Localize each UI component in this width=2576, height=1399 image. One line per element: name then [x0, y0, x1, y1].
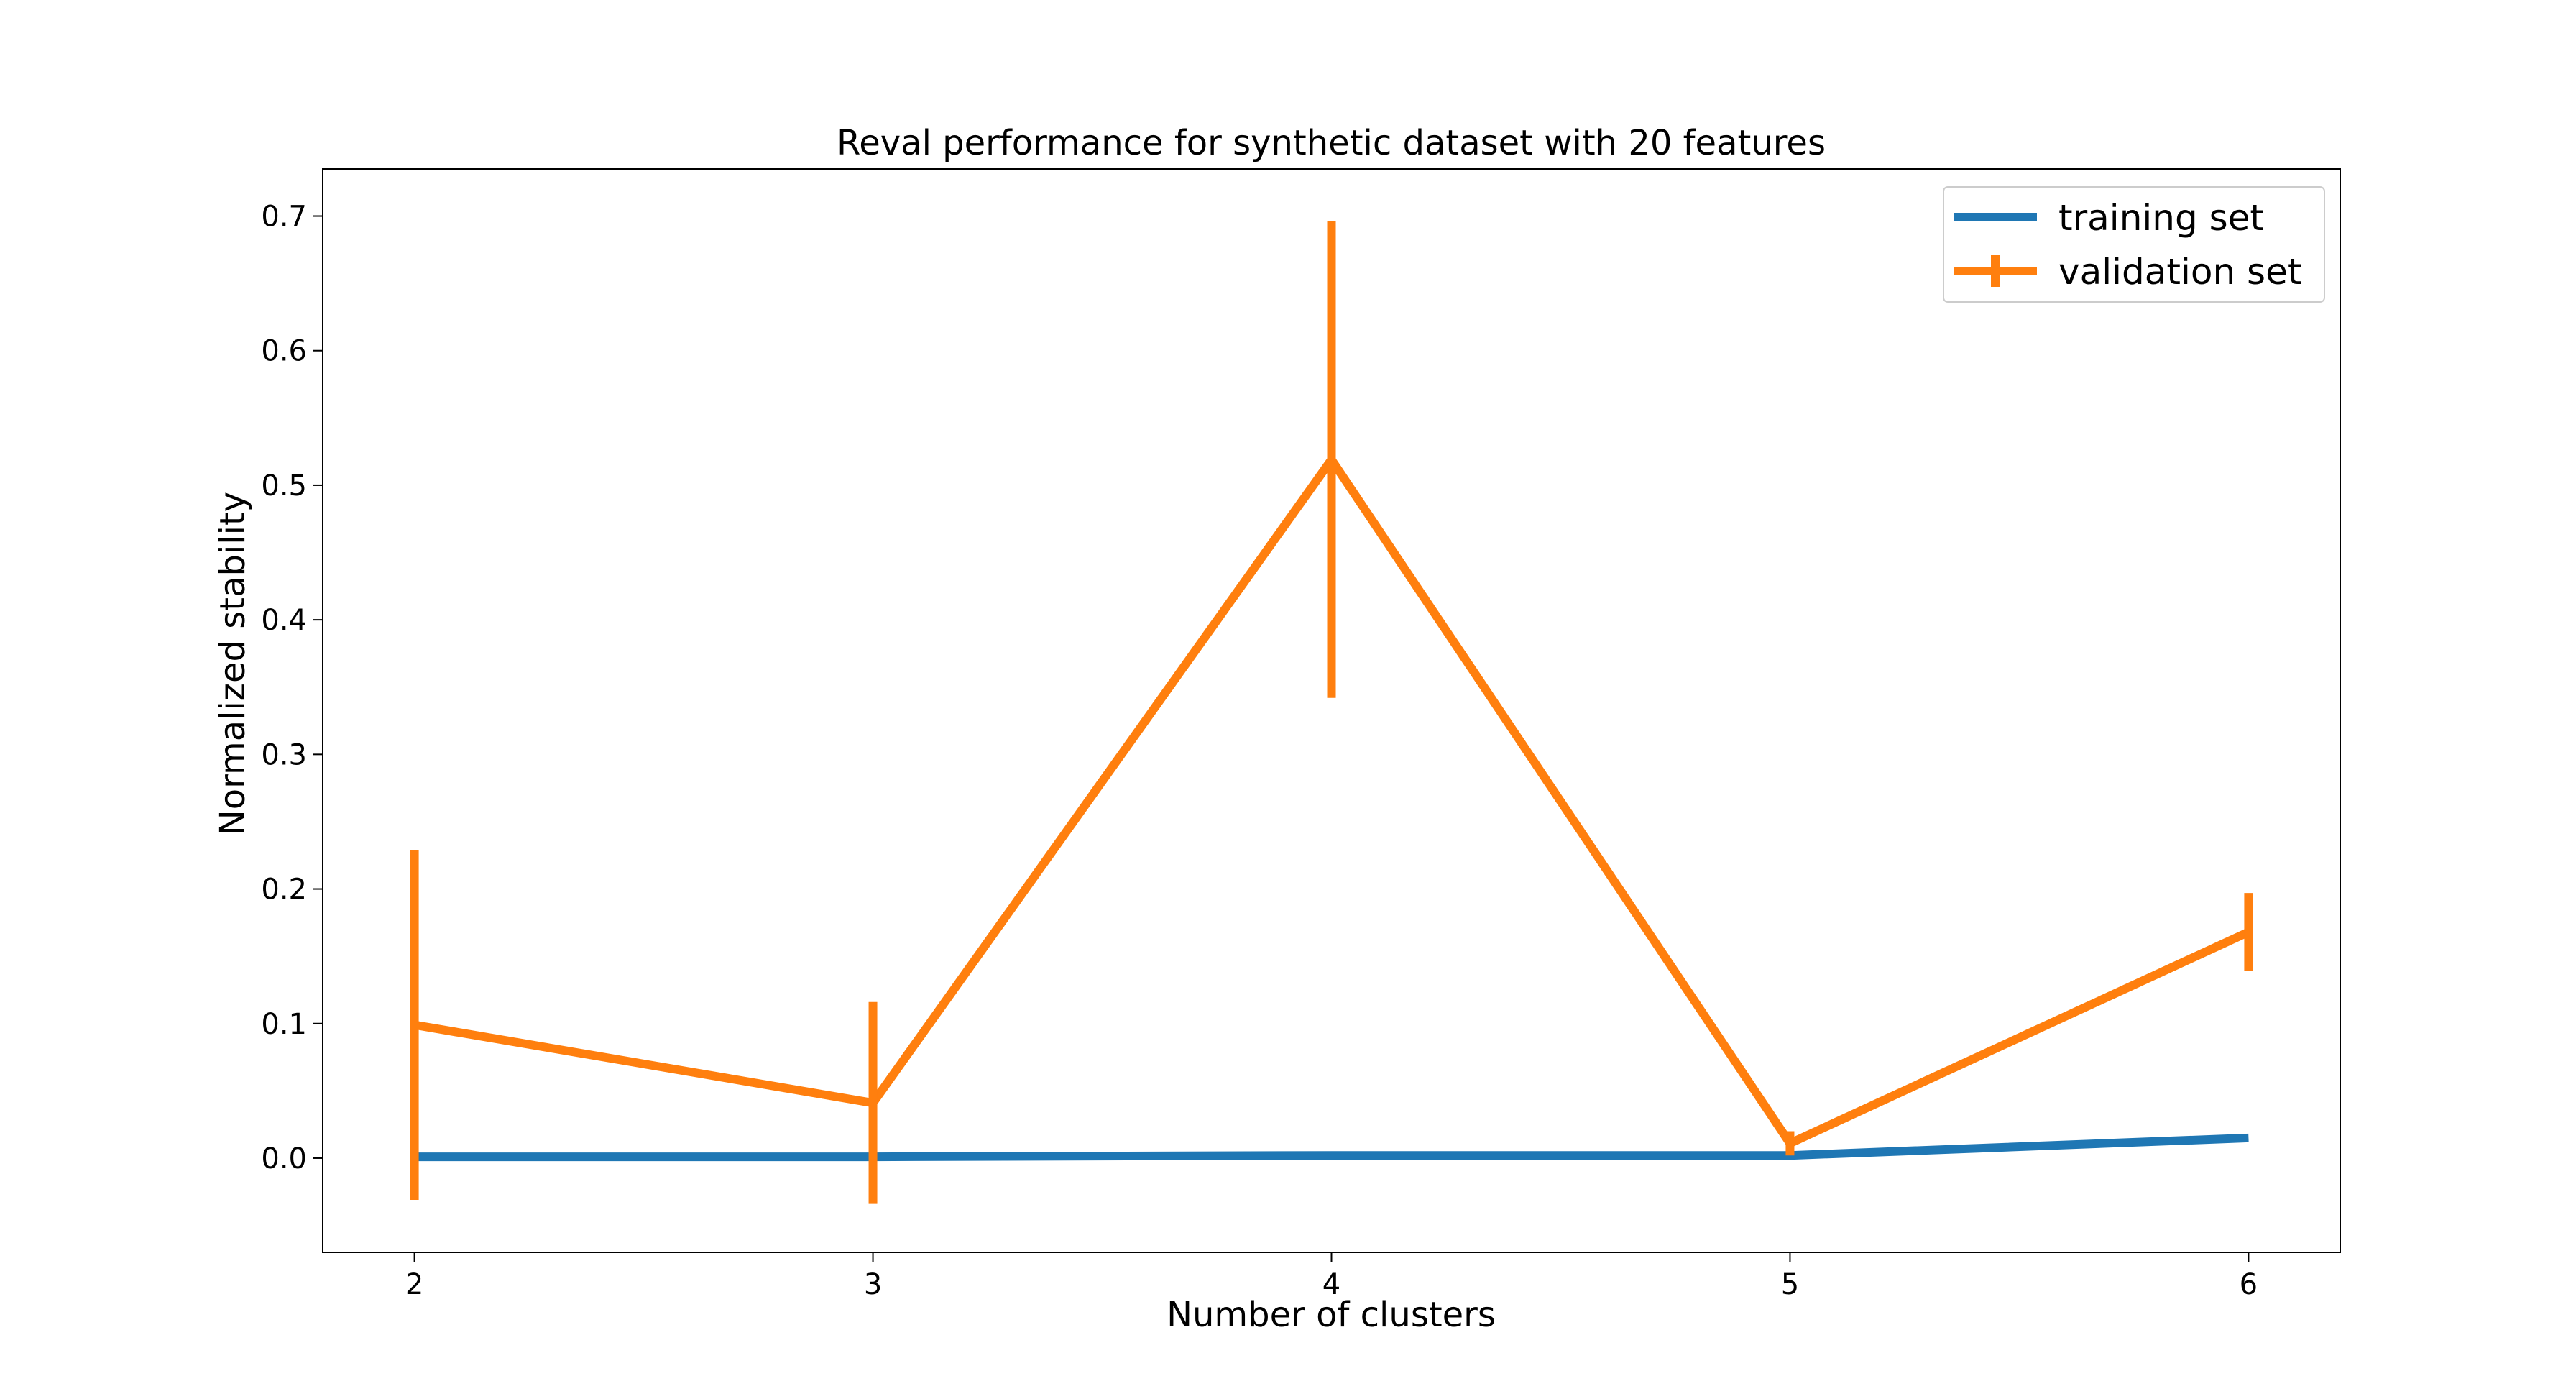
x-tick-label: 3: [864, 1268, 882, 1301]
y-tick-label: 0.6: [261, 335, 307, 368]
x-axis-label: Number of clusters: [1167, 1295, 1496, 1335]
legend-label-training-set: training set: [2058, 197, 2264, 239]
legend-box: [1943, 186, 2325, 303]
series-line-training-set: [414, 1133, 2249, 1162]
chart-title: Reval performance for synthetic dataset …: [837, 123, 1826, 163]
y-tick-label: 0.5: [261, 469, 307, 503]
x-tick-label: 4: [1322, 1268, 1340, 1301]
y-tick-label: 0.7: [261, 201, 307, 234]
y-tick-label: 0.4: [261, 604, 307, 637]
y-tick-label: 0.2: [261, 873, 307, 907]
x-tick-label: 2: [405, 1268, 423, 1301]
y-tick-label: 0.0: [261, 1142, 307, 1175]
y-tick-label: 0.1: [261, 1008, 307, 1041]
y-tick-label: 0.3: [261, 738, 307, 771]
x-tick-label: 6: [2240, 1268, 2258, 1301]
plot-area: 2 3 4 5 6 0.0 0.1 0.2 0.3 0.4 0.5 0.6 0.7 training se…: [261, 168, 2341, 1301]
legend-label-validation-set: validation set: [2058, 251, 2301, 293]
y-axis-label: Normalized stability: [213, 492, 253, 835]
x-tick-label: 5: [1781, 1268, 1799, 1301]
